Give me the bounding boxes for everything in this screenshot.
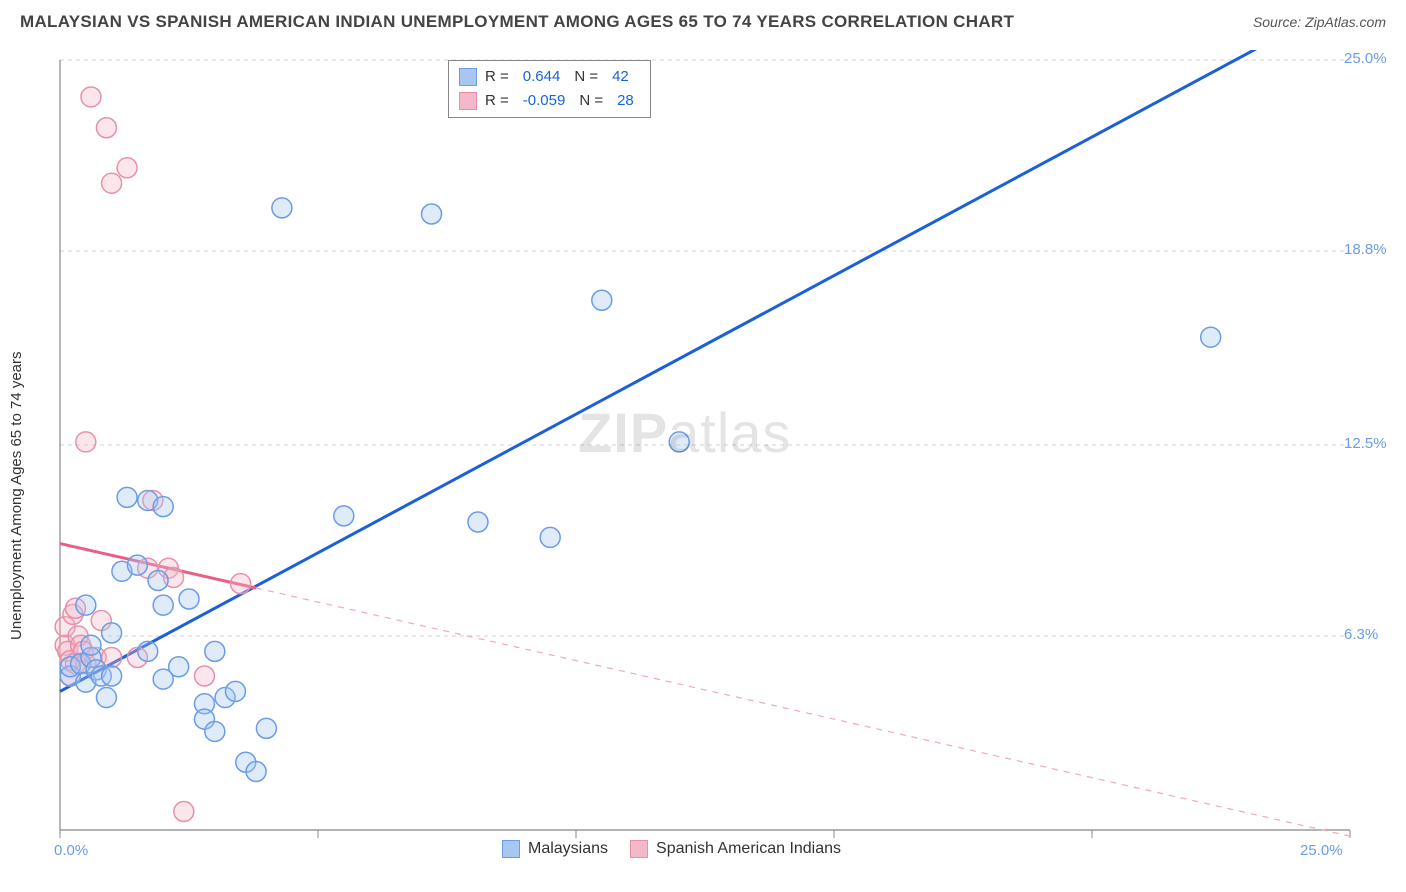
y-tick-label: 25.0% bbox=[1344, 50, 1387, 67]
series-swatch bbox=[459, 92, 477, 110]
r-value: 0.644 bbox=[523, 65, 561, 89]
chart-area: ZIPatlas R =0.644N =42R =-0.059N =28 Mal… bbox=[48, 50, 1370, 860]
n-label: N = bbox=[579, 89, 603, 113]
legend-label: Malaysians bbox=[528, 840, 608, 858]
title-bar: MALAYSIAN VS SPANISH AMERICAN INDIAN UNE… bbox=[0, 0, 1406, 40]
stats-row: R = -0.059 N = 28 bbox=[459, 89, 640, 113]
legend-label: Spanish American Indians bbox=[656, 840, 841, 858]
r-value: -0.059 bbox=[523, 89, 566, 113]
x-tick-label: 25.0% bbox=[1300, 842, 1343, 859]
legend-bottom: Malaysians Spanish American Indians bbox=[502, 840, 841, 858]
source-label: Source: ZipAtlas.com bbox=[1253, 14, 1386, 30]
y-axis-label: Unemployment Among Ages 65 to 74 years bbox=[8, 351, 25, 640]
scatter-chart bbox=[48, 50, 1370, 860]
y-tick-label: 6.3% bbox=[1344, 626, 1378, 643]
legend-item: Malaysians bbox=[502, 840, 608, 858]
n-value: 28 bbox=[617, 89, 634, 113]
y-tick-label: 12.5% bbox=[1344, 435, 1387, 452]
x-tick-label: 0.0% bbox=[54, 842, 88, 859]
chart-title: MALAYSIAN VS SPANISH AMERICAN INDIAN UNE… bbox=[20, 12, 1014, 32]
n-label: N = bbox=[574, 65, 598, 89]
stats-box: R = 0.644 N = 42 R = -0.059 N = 28 bbox=[448, 60, 651, 118]
series-swatch bbox=[502, 840, 520, 858]
series-swatch bbox=[459, 68, 477, 86]
n-value: 42 bbox=[612, 65, 629, 89]
y-tick-label: 18.8% bbox=[1344, 241, 1387, 258]
r-label: R = bbox=[485, 65, 509, 89]
legend-item: Spanish American Indians bbox=[630, 840, 841, 858]
series-swatch bbox=[630, 840, 648, 858]
r-label: R = bbox=[485, 89, 509, 113]
stats-row: R = 0.644 N = 42 bbox=[459, 65, 640, 89]
